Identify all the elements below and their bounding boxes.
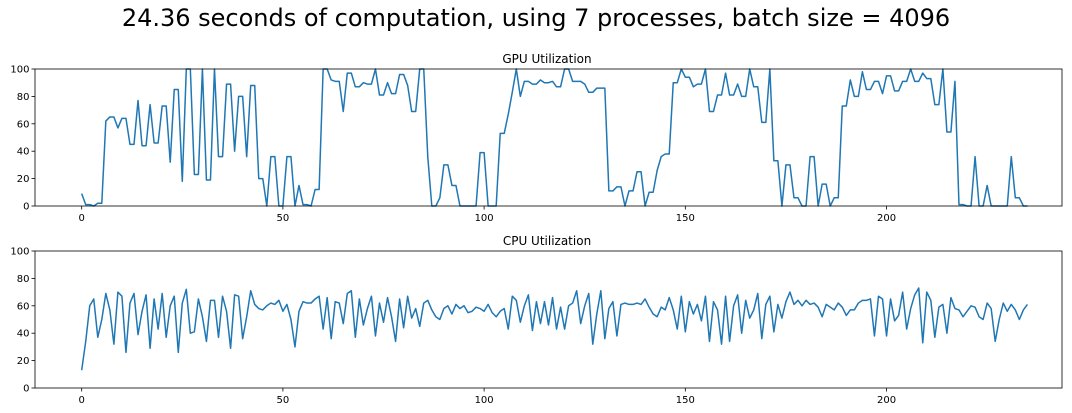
gpu-plot-frame: [34, 68, 1063, 207]
gpu-x-tick-label: 50: [277, 213, 290, 224]
gpu-y-tick-label: 60: [17, 119, 30, 130]
gpu-x-axis: 0 50 100 150 200: [78, 206, 896, 224]
gpu-y-tick-label: 20: [17, 174, 30, 185]
gpu-y-tick-label: 0: [23, 202, 29, 213]
gpu-utilization-line: [80, 68, 1028, 207]
cpu-y-tick-label: 100: [10, 247, 29, 258]
cpu-y-tick-label: 40: [17, 329, 30, 340]
figure-suptitle: 24.36 seconds of computation, using 7 pr…: [122, 4, 950, 32]
gpu-y-tick-label: 40: [17, 147, 30, 158]
gpu-utilization-title: GPU Utilization: [502, 52, 591, 66]
cpu-utilization-line: [80, 287, 1028, 371]
cpu-x-tick-label: 100: [475, 395, 494, 406]
cpu-x-tick-label: 200: [877, 395, 896, 406]
cpu-x-tick-label: 0: [78, 395, 84, 406]
cpu-utilization-panel: CPU Utilization 0 20 40 60 80 100 0 50 100 150 20…: [10, 234, 1063, 406]
cpu-y-tick-label: 60: [17, 301, 30, 312]
gpu-y-tick-label: 80: [17, 92, 30, 103]
cpu-y-tick-label: 20: [17, 356, 30, 367]
gpu-x-tick-label: 100: [475, 213, 494, 224]
cpu-x-axis: 0 50 100 150 200: [78, 388, 896, 406]
gpu-x-tick-label: 0: [78, 213, 84, 224]
gpu-x-tick-label: 150: [676, 213, 695, 224]
cpu-utilization-title: CPU Utilization: [503, 234, 591, 248]
cpu-y-tick-label: 80: [17, 274, 30, 285]
gpu-utilization-panel: GPU Utilization 0 20 40 60 80 100 0 50 100 150 20…: [10, 52, 1063, 224]
gpu-y-tick-label: 100: [10, 65, 29, 76]
gpu-x-tick-label: 200: [877, 213, 896, 224]
cpu-plot-frame: [34, 250, 1063, 389]
cpu-y-tick-label: 0: [23, 384, 29, 395]
cpu-x-tick-label: 150: [676, 395, 695, 406]
cpu-x-tick-label: 50: [277, 395, 290, 406]
cpu-y-axis: 0 20 40 60 80 100: [10, 247, 35, 395]
gpu-y-axis: 0 20 40 60 80 100: [10, 65, 35, 213]
